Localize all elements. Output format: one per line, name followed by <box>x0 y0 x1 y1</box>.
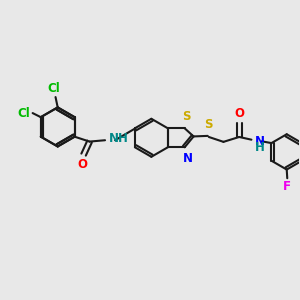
Text: NH: NH <box>109 132 129 146</box>
Text: S: S <box>182 110 190 123</box>
Text: O: O <box>77 158 87 171</box>
Text: N: N <box>255 135 265 148</box>
Text: N: N <box>183 152 193 165</box>
Text: S: S <box>205 118 213 131</box>
Text: Cl: Cl <box>48 82 61 95</box>
Text: Cl: Cl <box>18 106 31 120</box>
Text: F: F <box>283 180 291 193</box>
Text: H: H <box>255 140 265 154</box>
Text: O: O <box>234 107 244 120</box>
